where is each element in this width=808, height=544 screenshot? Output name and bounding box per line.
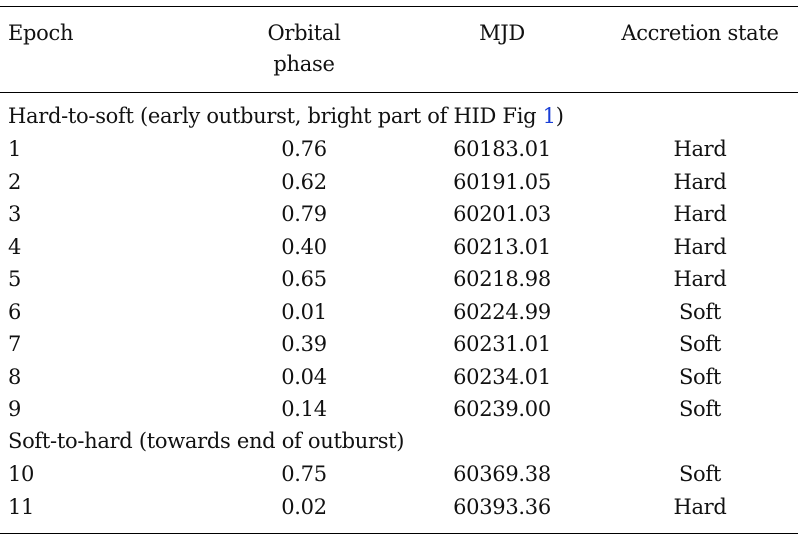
mjd-cell: 60231.01: [453, 332, 551, 356]
state-cell: Soft: [678, 299, 722, 324]
state-cell: Hard: [673, 202, 727, 226]
mjd-cell: 60393.36: [453, 494, 551, 519]
epoch-cell: 9: [8, 397, 22, 421]
state-cell: Hard: [673, 494, 727, 519]
epoch-cell: 7: [8, 332, 22, 356]
mjd-cell: 60224.99: [453, 299, 551, 324]
section-hard-to-soft-label: Hard-to-soft (early outburst, bright par…: [8, 100, 564, 132]
table-row: 2 0.62 60191.05 Hard: [0, 166, 800, 199]
figure-ref-link[interactable]: 1: [542, 104, 556, 128]
state-cell: Soft: [678, 397, 722, 421]
mjd-cell: 60191.05: [453, 169, 551, 194]
state-cell: Hard: [673, 169, 727, 194]
table-row: 6 0.01 60224.99 Soft: [0, 296, 800, 329]
state-cell: Soft: [678, 364, 722, 389]
epoch-cell: 3: [8, 202, 22, 226]
table-row: 5 0.65 60218.98 Hard: [0, 263, 800, 296]
phase-cell: 0.79: [281, 202, 327, 226]
phase-cell: 0.75: [281, 462, 327, 486]
epoch-cell: 4: [8, 234, 22, 259]
header-orbital-phase: Orbital phase: [224, 18, 384, 80]
mjd-cell: 60239.00: [453, 397, 551, 421]
epoch-cell: 10: [8, 462, 35, 486]
epoch-cell: 1: [8, 137, 22, 161]
table-top-rule: [0, 6, 798, 8]
table-row: 1 0.76 60183.01 Hard: [0, 133, 800, 166]
mjd-cell: 60183.01: [453, 137, 551, 161]
state-cell: Hard: [673, 234, 727, 259]
epoch-cell: 6: [8, 299, 22, 324]
phase-cell: 0.04: [281, 364, 327, 389]
phase-cell: 0.01: [281, 299, 327, 324]
state-cell: Soft: [678, 332, 722, 356]
header-accretion-state: Accretion state: [621, 21, 779, 45]
table-row: 11 0.02 60393.36 Hard: [0, 491, 800, 524]
table-header-rule: [0, 92, 798, 93]
state-cell: Soft: [678, 462, 722, 486]
state-cell: Hard: [673, 137, 727, 161]
section-hard-to-soft-suffix: ): [555, 104, 564, 128]
phase-cell: 0.14: [281, 397, 327, 421]
state-cell: Hard: [673, 267, 727, 291]
phase-cell: 0.02: [281, 494, 327, 519]
epoch-cell: 8: [8, 364, 22, 389]
mjd-cell: 60201.03: [453, 202, 551, 226]
epoch-cell: 2: [8, 169, 22, 194]
table-row: 8 0.04 60234.01 Soft: [0, 361, 800, 394]
table-bottom-rule: [0, 533, 798, 535]
mjd-cell: 60234.01: [453, 364, 551, 389]
table-row: 3 0.79 60201.03 Hard: [0, 198, 800, 231]
header-orbital-phase-line2: phase: [273, 52, 335, 76]
table-row: 10 0.75 60369.38 Soft: [0, 458, 800, 491]
phase-cell: 0.39: [281, 332, 327, 356]
header-mjd: MJD: [479, 21, 525, 45]
section-soft-to-hard-label: Soft-to-hard (towards end of outburst): [8, 429, 405, 453]
phase-cell: 0.76: [281, 137, 327, 161]
section-hard-to-soft-text: Hard-to-soft (early outburst, bright par…: [8, 104, 543, 128]
phase-cell: 0.62: [281, 169, 327, 194]
epoch-cell: 11: [8, 494, 35, 519]
header-orbital-phase-line1: Orbital: [267, 21, 341, 45]
table-row: 7 0.39 60231.01 Soft: [0, 328, 800, 361]
mjd-cell: 60218.98: [453, 267, 551, 291]
phase-cell: 0.40: [281, 234, 327, 259]
phase-cell: 0.65: [281, 267, 327, 291]
table-row: 4 0.40 60213.01 Hard: [0, 231, 800, 264]
table-row: 9 0.14 60239.00 Soft: [0, 393, 800, 426]
mjd-cell: 60369.38: [453, 462, 551, 486]
mjd-cell: 60213.01: [453, 234, 551, 259]
header-epoch: Epoch: [8, 21, 74, 45]
epoch-cell: 5: [8, 267, 22, 291]
